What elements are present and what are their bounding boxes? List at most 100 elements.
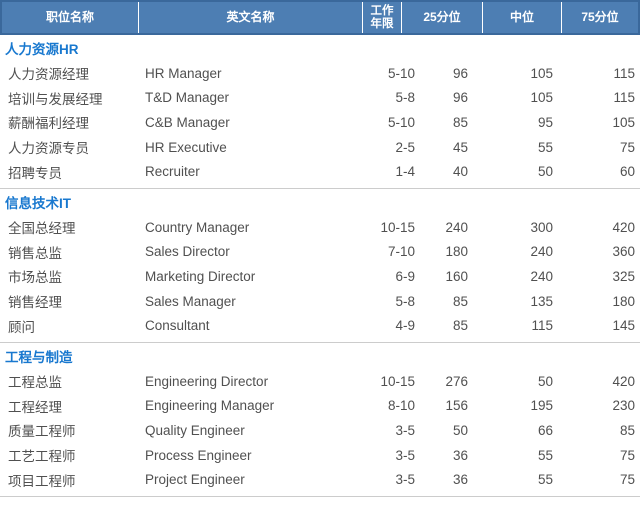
table-row: 销售总监 Sales Director 7-10 180 240 360 xyxy=(0,240,640,265)
p75-cell: 115 xyxy=(613,90,635,106)
p25-cell: 156 xyxy=(445,398,468,414)
median-cell: 55 xyxy=(537,139,553,155)
years-cell: 10-15 xyxy=(380,219,415,235)
p75-cell: 230 xyxy=(612,398,635,414)
p75-cell: 75 xyxy=(619,447,635,463)
median-cell: 240 xyxy=(530,244,553,260)
median-cell: 55 xyxy=(537,447,553,463)
position-cell: 全国总经理 xyxy=(8,221,76,237)
p25-cell: 36 xyxy=(452,447,468,463)
english-name-cell: Sales Manager xyxy=(145,293,236,309)
p75-cell: 145 xyxy=(612,318,635,334)
p25-cell: 45 xyxy=(452,139,468,155)
table-row: 顾问 Consultant 4-9 85 115 145 xyxy=(0,313,640,338)
median-cell: 135 xyxy=(530,293,553,309)
p25-cell: 40 xyxy=(452,164,468,180)
years-cell: 6-9 xyxy=(395,268,415,284)
table-row: 市场总监 Marketing Director 6-9 160 240 325 xyxy=(0,264,640,289)
p75-cell: 360 xyxy=(612,244,635,260)
years-cell: 3-5 xyxy=(395,422,415,438)
english-name-cell: Consultant xyxy=(145,318,210,334)
position-cell: 薪酬福利经理 xyxy=(8,116,89,132)
years-cell: 3-5 xyxy=(395,472,415,488)
header-cell-p25: 25分位 xyxy=(401,2,482,33)
years-cell: 4-9 xyxy=(395,318,415,334)
header-cell-english-name: 英文名称 xyxy=(138,2,362,33)
years-cell: 5-10 xyxy=(387,65,415,81)
p25-cell: 96 xyxy=(452,90,468,106)
header-cell-work-years: 工作 年限 xyxy=(362,2,401,33)
position-cell: 工艺工程师 xyxy=(8,449,76,465)
p75-cell: 420 xyxy=(612,373,635,389)
section-title: 信息技术IT xyxy=(5,195,71,211)
english-name-cell: T&D Manager xyxy=(145,90,230,106)
p25-cell: 50 xyxy=(452,422,468,438)
years-cell: 5-8 xyxy=(395,90,415,106)
table-row: 销售经理 Sales Manager 5-8 85 135 180 xyxy=(0,289,640,314)
position-cell: 销售总监 xyxy=(8,245,62,261)
position-cell: 销售经理 xyxy=(8,295,62,311)
p25-cell: 85 xyxy=(452,293,468,309)
p75-cell: 75 xyxy=(619,139,635,155)
section-divider xyxy=(0,495,640,497)
p25-cell: 85 xyxy=(452,318,468,334)
header-work-years-line2: 年限 xyxy=(370,17,394,30)
position-cell: 人力资源专员 xyxy=(8,141,89,157)
median-cell: 240 xyxy=(530,268,553,284)
table-row: 人力资源专员 HR Executive 2-5 45 55 75 xyxy=(0,135,640,160)
median-cell: 50 xyxy=(537,373,553,389)
section-rows: 全国总经理 Country Manager 10-15 240 300 420 … xyxy=(0,215,640,338)
header-work-years-line1: 工作 xyxy=(370,5,394,17)
years-cell: 5-8 xyxy=(395,293,415,309)
p75-cell: 420 xyxy=(612,219,635,235)
p25-cell: 276 xyxy=(445,373,468,389)
position-cell: 市场总监 xyxy=(8,270,62,286)
header-cell-p75: 75分位 xyxy=(561,2,638,33)
p75-cell: 325 xyxy=(612,268,635,284)
english-name-cell: Quality Engineer xyxy=(145,422,245,438)
p25-cell: 36 xyxy=(452,472,468,488)
table-row: 全国总经理 Country Manager 10-15 240 300 420 xyxy=(0,215,640,240)
table-row: 人力资源经理 HR Manager 5-10 96 105 115 xyxy=(0,61,640,86)
years-cell: 5-10 xyxy=(387,114,415,130)
median-cell: 105 xyxy=(530,65,553,81)
english-name-cell: Recruiter xyxy=(145,164,200,180)
english-name-cell: Country Manager xyxy=(145,219,250,235)
english-name-cell: Project Engineer xyxy=(145,472,245,488)
section-divider xyxy=(0,341,640,343)
median-cell: 50 xyxy=(537,164,553,180)
english-name-cell: Process Engineer xyxy=(145,447,252,463)
english-name-cell: Engineering Manager xyxy=(145,398,275,414)
years-cell: 1-4 xyxy=(395,164,415,180)
median-cell: 105 xyxy=(530,90,553,106)
table-section: 工程与制造 工程总监 Engineering Director 10-15 27… xyxy=(0,347,640,497)
position-cell: 工程经理 xyxy=(8,399,62,415)
years-cell: 3-5 xyxy=(395,447,415,463)
p25-cell: 240 xyxy=(445,219,468,235)
english-name-cell: Sales Director xyxy=(145,244,230,260)
section-rows: 工程总监 Engineering Director 10-15 276 50 4… xyxy=(0,369,640,492)
median-cell: 55 xyxy=(537,472,553,488)
p75-cell: 115 xyxy=(613,65,635,81)
section-title: 人力资源HR xyxy=(5,42,79,57)
english-name-cell: HR Manager xyxy=(145,65,222,81)
header-cell-position: 职位名称 xyxy=(45,10,94,24)
english-name-cell: C&B Manager xyxy=(145,114,230,130)
english-name-cell: Marketing Director xyxy=(145,268,256,284)
position-cell: 人力资源经理 xyxy=(8,67,89,83)
years-cell: 2-5 xyxy=(395,139,415,155)
table-row: 培训与发展经理 T&D Manager 5-8 96 105 115 xyxy=(0,86,640,111)
median-cell: 115 xyxy=(531,318,553,334)
table-row: 招聘专员 Recruiter 1-4 40 50 60 xyxy=(0,159,640,184)
p75-cell: 60 xyxy=(619,164,635,180)
table-row: 工程总监 Engineering Director 10-15 276 50 4… xyxy=(0,369,640,394)
median-cell: 95 xyxy=(537,114,553,130)
section-divider xyxy=(0,187,640,189)
table-row: 工艺工程师 Process Engineer 3-5 36 55 75 xyxy=(0,443,640,468)
section-rows: 人力资源经理 HR Manager 5-10 96 105 115 培训与发展经… xyxy=(0,61,640,184)
p25-cell: 85 xyxy=(452,114,468,130)
position-cell: 工程总监 xyxy=(8,375,62,391)
table-row: 项目工程师 Project Engineer 3-5 36 55 75 xyxy=(0,467,640,492)
p25-cell: 180 xyxy=(445,244,468,260)
